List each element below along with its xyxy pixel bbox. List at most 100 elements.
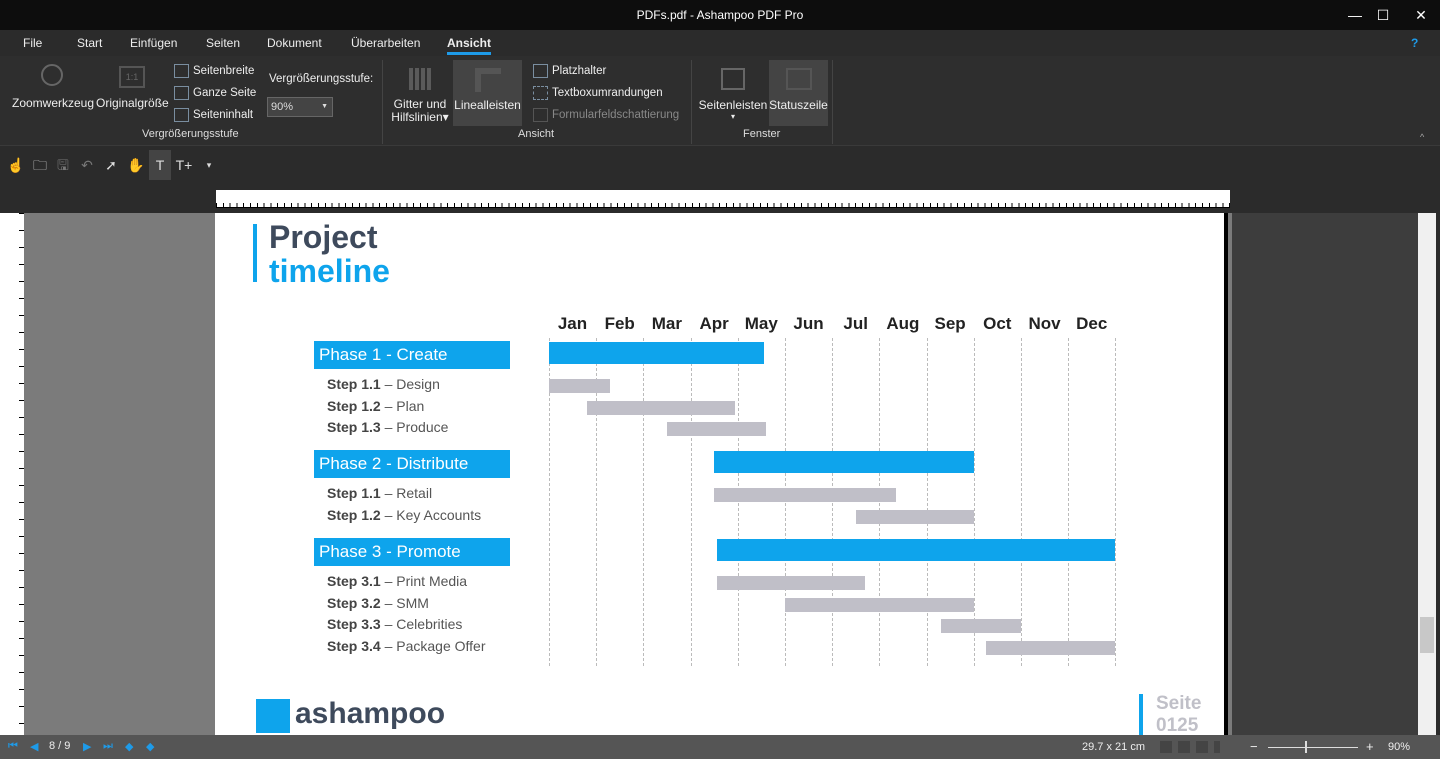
menu-start[interactable]: Start (77, 36, 103, 50)
step-bar (586, 400, 736, 415)
document-canvas[interactable]: Project timeline Jan Feb Mar Apr May Jun Jul Au… (24, 213, 1418, 735)
close-button[interactable]: ✕ (1415, 7, 1427, 23)
first-page-icon[interactable]: ⏮ (8, 740, 18, 752)
hand-pan-icon[interactable]: ✋ (127, 157, 145, 173)
original-size-button[interactable]: 1:1 Originalgröße (96, 62, 169, 110)
pointer-hand-icon[interactable]: ☝ (7, 157, 25, 173)
step-bar (785, 597, 974, 612)
page-width-label: Seitenbreite (193, 65, 255, 77)
grid-icon (409, 68, 431, 90)
menu-ueberarbeiten[interactable]: Überarbeiten (351, 36, 421, 50)
month-label: Oct (983, 314, 1012, 333)
zoom-level-label: Vergrößerungsstufe: (269, 73, 374, 85)
customize-toolbar-icon[interactable]: ▾ (206, 160, 212, 170)
help-icon[interactable]: ? (1411, 36, 1419, 50)
month-label: Dec (1076, 314, 1108, 333)
page-label-bar (1139, 694, 1143, 735)
menu-seiten[interactable]: Seiten (206, 36, 241, 50)
page-number: 0125 (1156, 715, 1199, 735)
menu-einfuegen[interactable]: Einfügen (130, 36, 178, 50)
logo-text: ashampoo (295, 697, 446, 730)
step-bar (940, 619, 1021, 634)
month-label: Mar (651, 314, 682, 333)
group-label-view: Ansicht (518, 128, 555, 140)
rulers-toggle[interactable]: Linealleisten (453, 60, 522, 126)
form-field-shading-toggle[interactable]: Formularfeldschattierung (533, 108, 679, 122)
view-mode-icons[interactable] (1160, 741, 1220, 753)
sidebars-button[interactable]: Seitenleisten ▾ (698, 62, 768, 121)
page-indicator[interactable]: 8 / 9 (49, 740, 71, 752)
step-name: – Retail (384, 485, 433, 501)
window-title: PDFs.pdf - Ashampoo PDF Pro (636, 8, 804, 22)
prev-page-icon[interactable]: ◀ (30, 741, 39, 753)
step-id: Step 1.2 (327, 506, 381, 523)
undo-icon[interactable]: ↶ (81, 157, 93, 173)
gridline (1068, 338, 1070, 666)
zoom-out-button[interactable]: − (1250, 739, 1258, 754)
save-icon[interactable]: 🖫 (57, 157, 69, 173)
ruler-icon (474, 68, 501, 92)
back-icon[interactable]: ◆ (125, 741, 134, 753)
quick-toolbar: ☝ 🗀 🖫 ↶ ➚ ✋ T T+ ▾ (0, 148, 1440, 182)
maximize-button[interactable]: ☐ (1376, 7, 1390, 23)
last-page-icon[interactable]: ⏭ (103, 740, 113, 752)
gridline (973, 338, 975, 666)
step-name: – Package Offer (384, 638, 486, 655)
collapse-ribbon-icon[interactable]: ^ (1420, 132, 1425, 142)
text-tool-icon[interactable]: T (149, 150, 171, 180)
textbox-borders-toggle[interactable]: Textboxumrandungen (533, 86, 663, 100)
zoom-level-value: 90% (271, 101, 294, 113)
original-size-label: Originalgröße (96, 96, 169, 110)
zoom-slider[interactable] (1268, 747, 1358, 748)
page-width-button[interactable]: Seitenbreite (174, 64, 254, 78)
step-bar (985, 641, 1116, 656)
menu-ansicht[interactable]: Ansicht (447, 36, 492, 55)
scrollbar-thumb[interactable] (1420, 617, 1434, 653)
zoom-level-select[interactable]: 90% ▼ (267, 97, 333, 117)
menu-bar: File Start Einfügen Seiten Dokument Über… (0, 30, 1440, 56)
ribbon (0, 56, 1440, 146)
pdf-page[interactable]: Project timeline Jan Feb Mar Apr May Jun Jul Au… (215, 213, 1228, 735)
whole-page-icon (174, 86, 189, 100)
menu-file[interactable]: File (23, 36, 43, 50)
step-label: Step 3.2 – SMM (327, 595, 429, 611)
phase-bar (714, 451, 974, 473)
status-bar-label: Statuszeile (769, 98, 828, 112)
month-label: Aug (886, 314, 920, 333)
open-folder-icon[interactable]: 🗀 (33, 157, 47, 173)
grid-guides-button[interactable]: Gitter und Hilfslinien▾ (388, 62, 452, 124)
next-page-icon[interactable]: ▶ (83, 741, 92, 753)
step-label: Step 3.1 – Print Media (327, 573, 467, 589)
rulers-label: Linealleisten (454, 98, 521, 112)
menu-dokument[interactable]: Dokument (267, 36, 322, 50)
whole-page-button[interactable]: Ganze Seite (174, 86, 256, 100)
add-text-icon[interactable]: T+ (175, 157, 193, 173)
title-bar: PDFs.pdf - Ashampoo PDF Pro — ☐ ✕ (0, 0, 1440, 30)
month-label: Sep (934, 314, 966, 333)
step-name: – SMM (384, 594, 429, 611)
step-name: – Produce (384, 419, 449, 436)
placeholder-toggle[interactable]: Platzhalter (533, 64, 606, 78)
divider (382, 60, 383, 144)
step-id: Step 1.3 (327, 419, 381, 436)
month-label: Jan (557, 314, 588, 333)
one-to-one-icon: 1:1 (119, 66, 145, 88)
status-bar-toggle[interactable]: Statuszeile (769, 60, 828, 126)
vertical-scrollbar[interactable] (1418, 213, 1436, 735)
step-name: – Plan (384, 397, 425, 414)
textbox-borders-label: Textboxumrandungen (552, 87, 663, 99)
step-name: – Key Accounts (384, 506, 482, 523)
horizontal-ruler (216, 190, 1230, 208)
step-name: – Celebrities (384, 616, 463, 633)
zoom-in-button[interactable]: + (1366, 739, 1374, 754)
minimize-button[interactable]: — (1348, 7, 1362, 23)
zoom-tool-button[interactable]: Zoomwerkzeug (12, 62, 94, 110)
step-id: Step 1.2 (327, 397, 381, 414)
zoom-slider-thumb[interactable] (1305, 741, 1307, 753)
forward-icon[interactable]: ◆ (146, 741, 155, 753)
phase-label: Phase 1 - Create (314, 341, 510, 369)
gridline (1021, 338, 1022, 666)
gridline (690, 338, 692, 666)
select-arrow-icon[interactable]: ➚ (105, 157, 117, 173)
page-content-button[interactable]: Seiteninhalt (174, 108, 253, 122)
